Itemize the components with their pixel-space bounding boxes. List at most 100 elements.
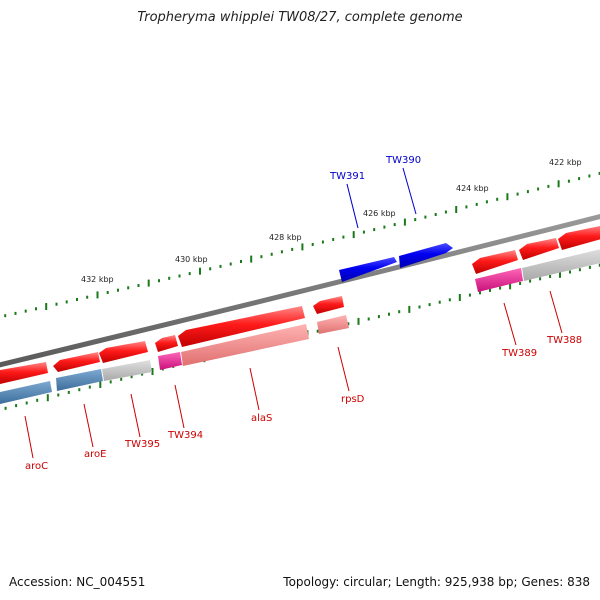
gene-label-TW391: TW391 <box>329 171 365 182</box>
gene-TW390-arrow[interactable] <box>399 243 453 268</box>
outer-scale-tick <box>444 210 447 214</box>
gene-aroE-arrow[interactable] <box>53 352 100 372</box>
forward-gene-leaders <box>346 167 417 229</box>
outer-scale-tick <box>547 184 550 188</box>
outer-scale-tick <box>393 223 396 227</box>
gene-label-TW388: TW388 <box>546 335 582 346</box>
inner-scale-tick <box>578 268 581 272</box>
gene-TW391-arrow[interactable] <box>339 257 397 282</box>
gene-TW395-arrow[interactable] <box>99 341 148 363</box>
inner-scale-tick <box>559 270 561 278</box>
gene-aroC-arrow[interactable] <box>0 362 48 384</box>
outer-scale-tick <box>537 187 540 191</box>
inner-scale-tick <box>78 388 81 392</box>
inner-scale-tick <box>519 282 522 285</box>
outer-scale-tick <box>280 250 283 254</box>
outer-scale-tick <box>496 197 499 201</box>
outer-scale-tick <box>4 314 7 318</box>
outer-scale-tick <box>373 228 376 232</box>
inner-scale-tick <box>499 286 502 290</box>
gene-label-TW389: TW389 <box>501 348 537 359</box>
scale-label-426: 426 kbp <box>363 209 396 218</box>
outer-scale-tick <box>578 177 581 181</box>
outer-scale-tick <box>465 205 468 209</box>
inner-scale-tick <box>130 375 133 379</box>
gene-TW388-arrow-b[interactable] <box>558 225 600 250</box>
scale-label-428: 428 kbp <box>269 233 302 242</box>
category-bar-alaS <box>181 324 309 366</box>
outer-scale-tick <box>260 255 263 259</box>
inner-scale-tick <box>588 265 591 269</box>
outer-scale-tick <box>96 291 99 299</box>
gene-label-alaS: alaS <box>251 413 272 424</box>
inner-scale-tick <box>36 398 39 402</box>
gene-label-TW390: TW390 <box>385 155 421 166</box>
category-bar-aroC <box>0 381 52 404</box>
inner-scale-tick <box>388 312 390 316</box>
inner-scale-tick <box>438 300 441 304</box>
outer-scale-tick <box>475 202 478 206</box>
outer-scale-tick <box>24 309 27 313</box>
inner-scale-tick <box>569 270 571 274</box>
gene-TW388-arrow-a[interactable] <box>519 238 559 260</box>
outer-scale-tick <box>209 267 212 271</box>
outer-scale-tick <box>158 279 160 283</box>
scale-label-432: 432 kbp <box>81 275 114 284</box>
inner-scale-tick <box>67 390 70 394</box>
inner-scale-tick <box>99 381 102 388</box>
inner-scale-tick <box>316 329 319 333</box>
genome-backbone <box>0 213 600 368</box>
inner-scale-tick <box>489 288 491 292</box>
outer-scale-tick <box>14 311 17 315</box>
gene-label-TW395: TW395 <box>124 439 160 450</box>
outer-scale-tick <box>55 302 58 306</box>
gene-label-aroE: aroE <box>84 449 106 460</box>
outer-scale-tick <box>229 262 232 266</box>
gene-rpsD-arrow[interactable] <box>313 296 344 314</box>
inner-scale-tick <box>46 394 49 402</box>
inner-scale-tick <box>448 298 451 302</box>
category-bar-TW394 <box>158 352 182 370</box>
outer-scale-tick <box>301 243 304 251</box>
inner-scale-tick <box>398 310 401 314</box>
outer-scale-tick <box>117 288 119 292</box>
inner-scale-tick <box>377 315 380 319</box>
outer-scale-tick <box>311 243 314 246</box>
gene-label-rpsD: rpsD <box>341 394 365 405</box>
outer-scale-tick <box>516 192 519 196</box>
outer-scale-tick <box>598 171 600 175</box>
outer-scale-tick <box>219 264 222 268</box>
outer-scale-tick <box>557 180 560 188</box>
outer-scale-tick <box>35 307 37 311</box>
gene-alaS-arrow[interactable] <box>178 306 305 347</box>
outer-scale-tick <box>106 291 109 294</box>
outer-scale-tick <box>506 193 509 201</box>
inner-scale-tick <box>468 293 471 297</box>
outer-scale-tick <box>45 303 48 310</box>
inner-scale-tick <box>509 282 512 290</box>
category-bar-TW388 <box>522 249 600 281</box>
category-bar-rpsD <box>317 315 349 334</box>
outer-scale-tick <box>270 252 273 256</box>
inner-scale-tick <box>549 275 552 278</box>
inner-scale-tick <box>347 322 350 326</box>
gene-label-aroC: aroC <box>25 461 48 472</box>
outer-scale-tick <box>147 279 150 287</box>
gene-TW394-arrow[interactable] <box>155 335 178 352</box>
outer-scale-tick <box>86 295 89 299</box>
inner-scale-tick <box>367 317 370 321</box>
map-title: Tropheryma whipplei TW08/27, complete ge… <box>137 10 463 25</box>
inner-scale-tick <box>479 291 481 295</box>
outer-scale-tick <box>414 218 417 222</box>
outer-scale-ticks <box>4 171 600 318</box>
outer-scale-tick <box>250 255 253 263</box>
outer-scale-tick <box>588 174 591 178</box>
inner-scale-tick <box>109 380 112 384</box>
scale-label-424: 424 kbp <box>456 184 489 193</box>
gene-TW389-arrow[interactable] <box>472 250 518 274</box>
topology-text: Topology: circular; Length: 925,938 bp; … <box>283 575 590 589</box>
outer-scale-tick <box>168 276 171 280</box>
inner-scale-tick <box>25 401 28 405</box>
outer-scale-tick <box>424 215 427 219</box>
